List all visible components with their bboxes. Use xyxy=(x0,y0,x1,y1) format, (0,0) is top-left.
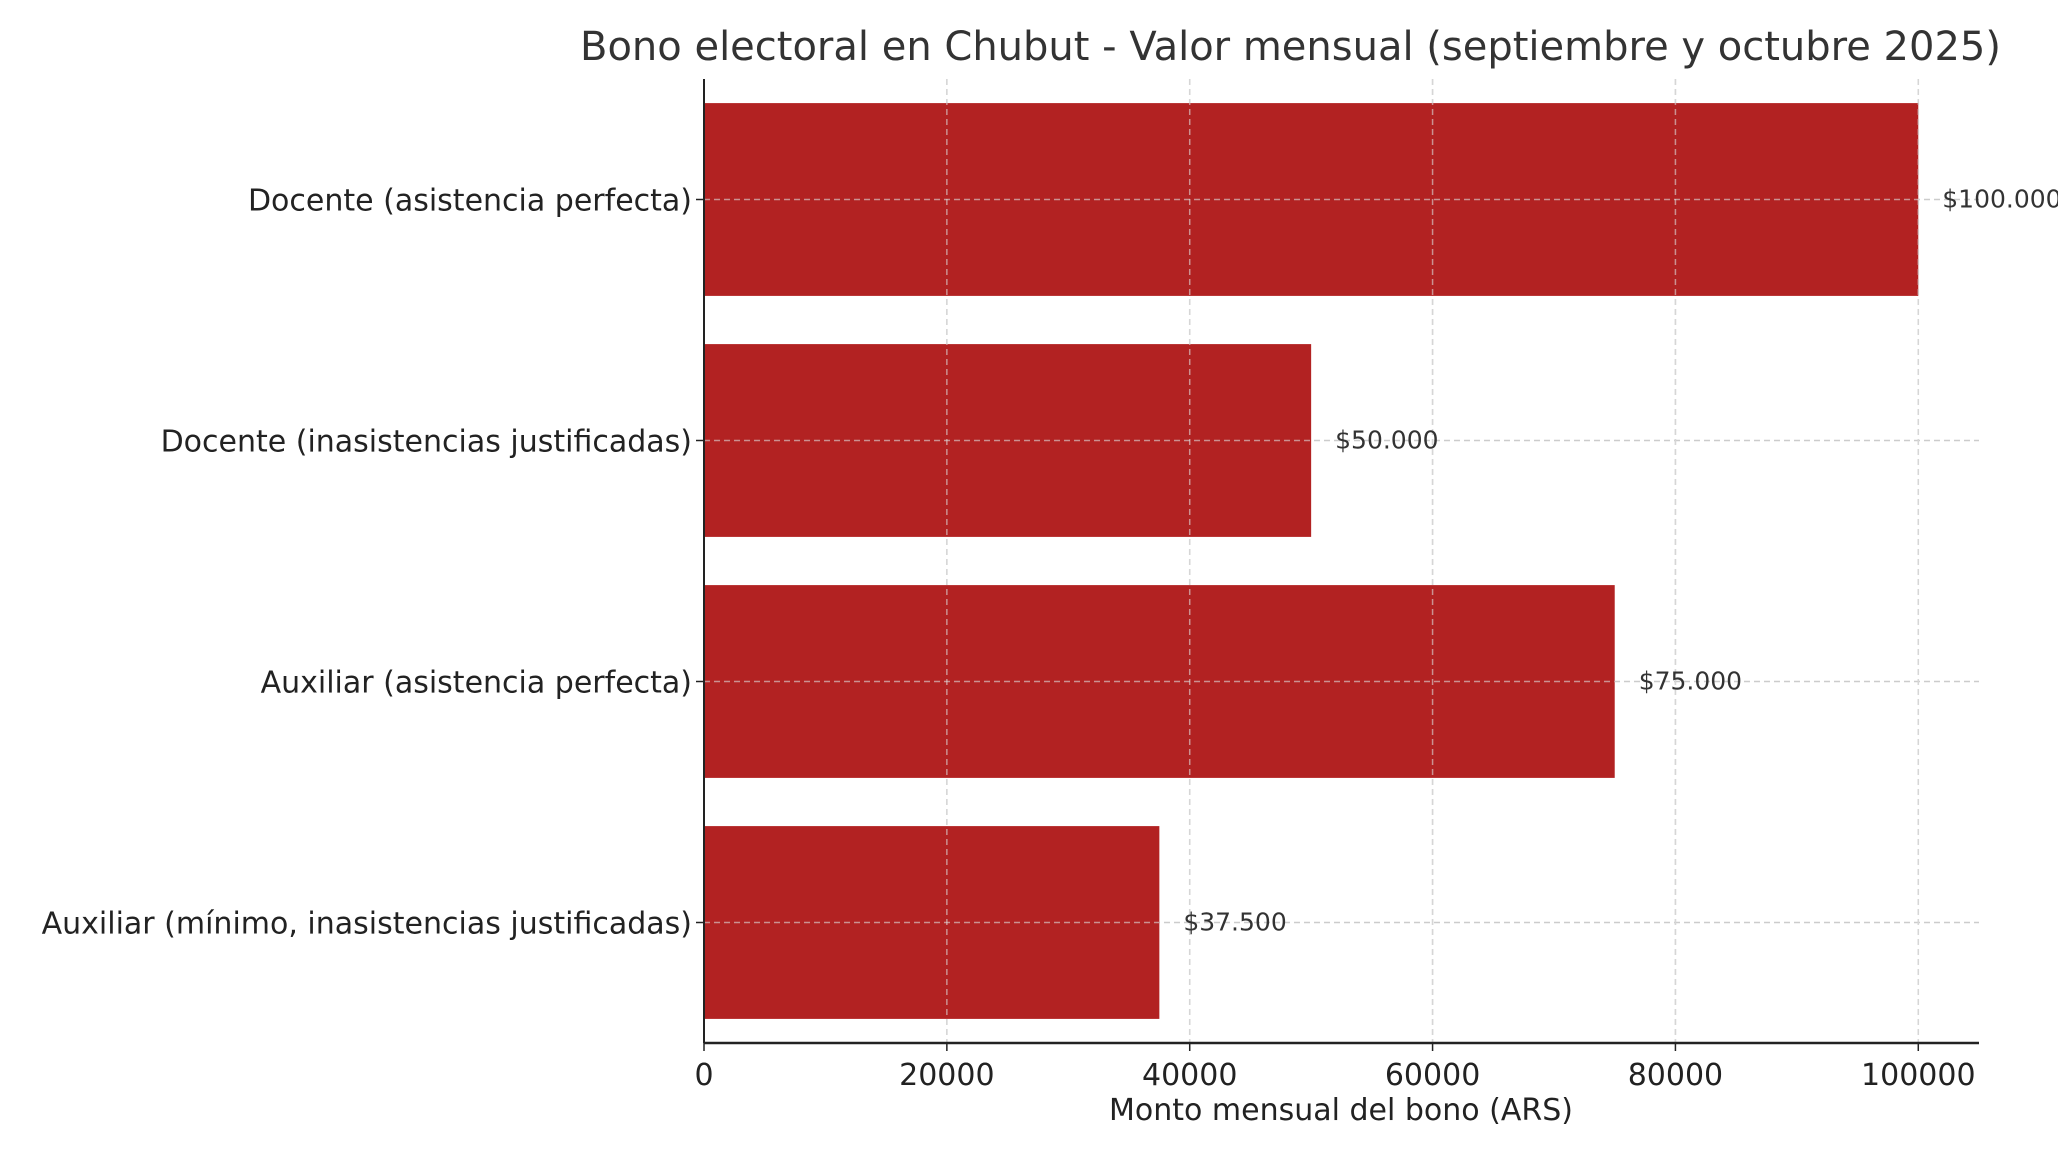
data-label: $100.000 xyxy=(1942,185,2058,214)
y-tick-label: Auxiliar (mínimo, inasistencias justific… xyxy=(42,907,692,942)
data-label: $37.500 xyxy=(1183,908,1286,937)
x-tick-label: 60000 xyxy=(1385,1058,1480,1093)
x-tick-label: 20000 xyxy=(899,1058,994,1093)
x-tick-label: 40000 xyxy=(1142,1058,1237,1093)
y-tick-label: Docente (inasistencias justificadas) xyxy=(161,425,692,460)
x-axis-label: Monto mensual del bono (ARS) xyxy=(1109,1093,1573,1128)
y-tick-label: Auxiliar (asistencia perfecta) xyxy=(261,666,692,701)
x-tick-label: 80000 xyxy=(1628,1058,1723,1093)
bar xyxy=(704,826,1160,1019)
x-tick-label: 0 xyxy=(694,1058,713,1093)
x-tick-label: 100000 xyxy=(1861,1058,1976,1093)
axes: 0 20000 40000 60000 80000 100000 Docente (asis… xyxy=(42,79,1979,1093)
y-tick-label: Docente (asistencia perfecta) xyxy=(248,184,692,219)
data-label: $75.000 xyxy=(1639,667,1742,696)
data-label: $50.000 xyxy=(1335,426,1438,455)
chart-title: Bono electoral en Chubut - Valor mensual… xyxy=(580,24,2001,70)
bars xyxy=(703,79,1920,1043)
labels: $100.000 $50.000 $75.000 $37.500 xyxy=(1183,185,2058,937)
